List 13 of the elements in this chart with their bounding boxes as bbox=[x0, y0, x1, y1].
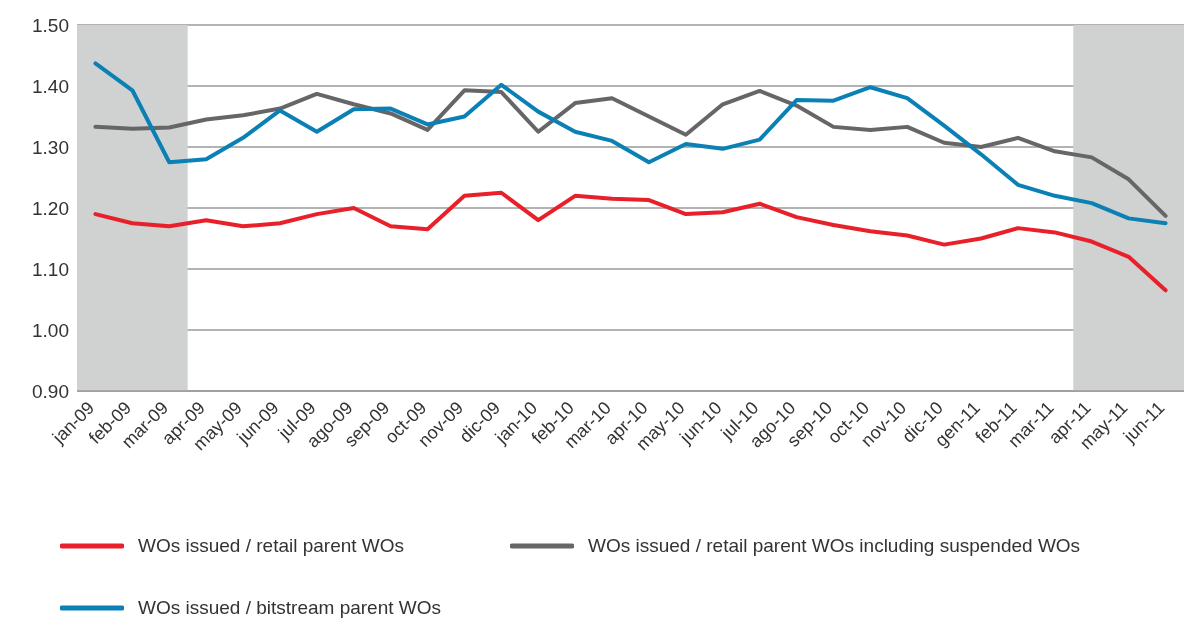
legend-label: WOs issued / retail parent WOs bbox=[138, 535, 405, 557]
line-series bbox=[93, 190, 1168, 293]
legend-label: WOs issued / bitstream parent WOs bbox=[138, 597, 442, 618]
y-tick-label: 1.30 bbox=[32, 136, 69, 158]
y-tick-label: 1.20 bbox=[32, 197, 69, 219]
y-tick-label: 0.90 bbox=[32, 380, 69, 402]
legend-label: WOs issued / retail parent WOs including suspended WOs bbox=[588, 535, 1081, 557]
y-tick-label: 1.50 bbox=[32, 14, 69, 36]
line-series bbox=[93, 88, 1168, 218]
y-tick-label: 1.10 bbox=[32, 258, 69, 280]
y-tick-label: 1.40 bbox=[32, 75, 69, 97]
y-tick-label: 1.00 bbox=[32, 319, 69, 341]
line-series bbox=[93, 61, 1168, 226]
